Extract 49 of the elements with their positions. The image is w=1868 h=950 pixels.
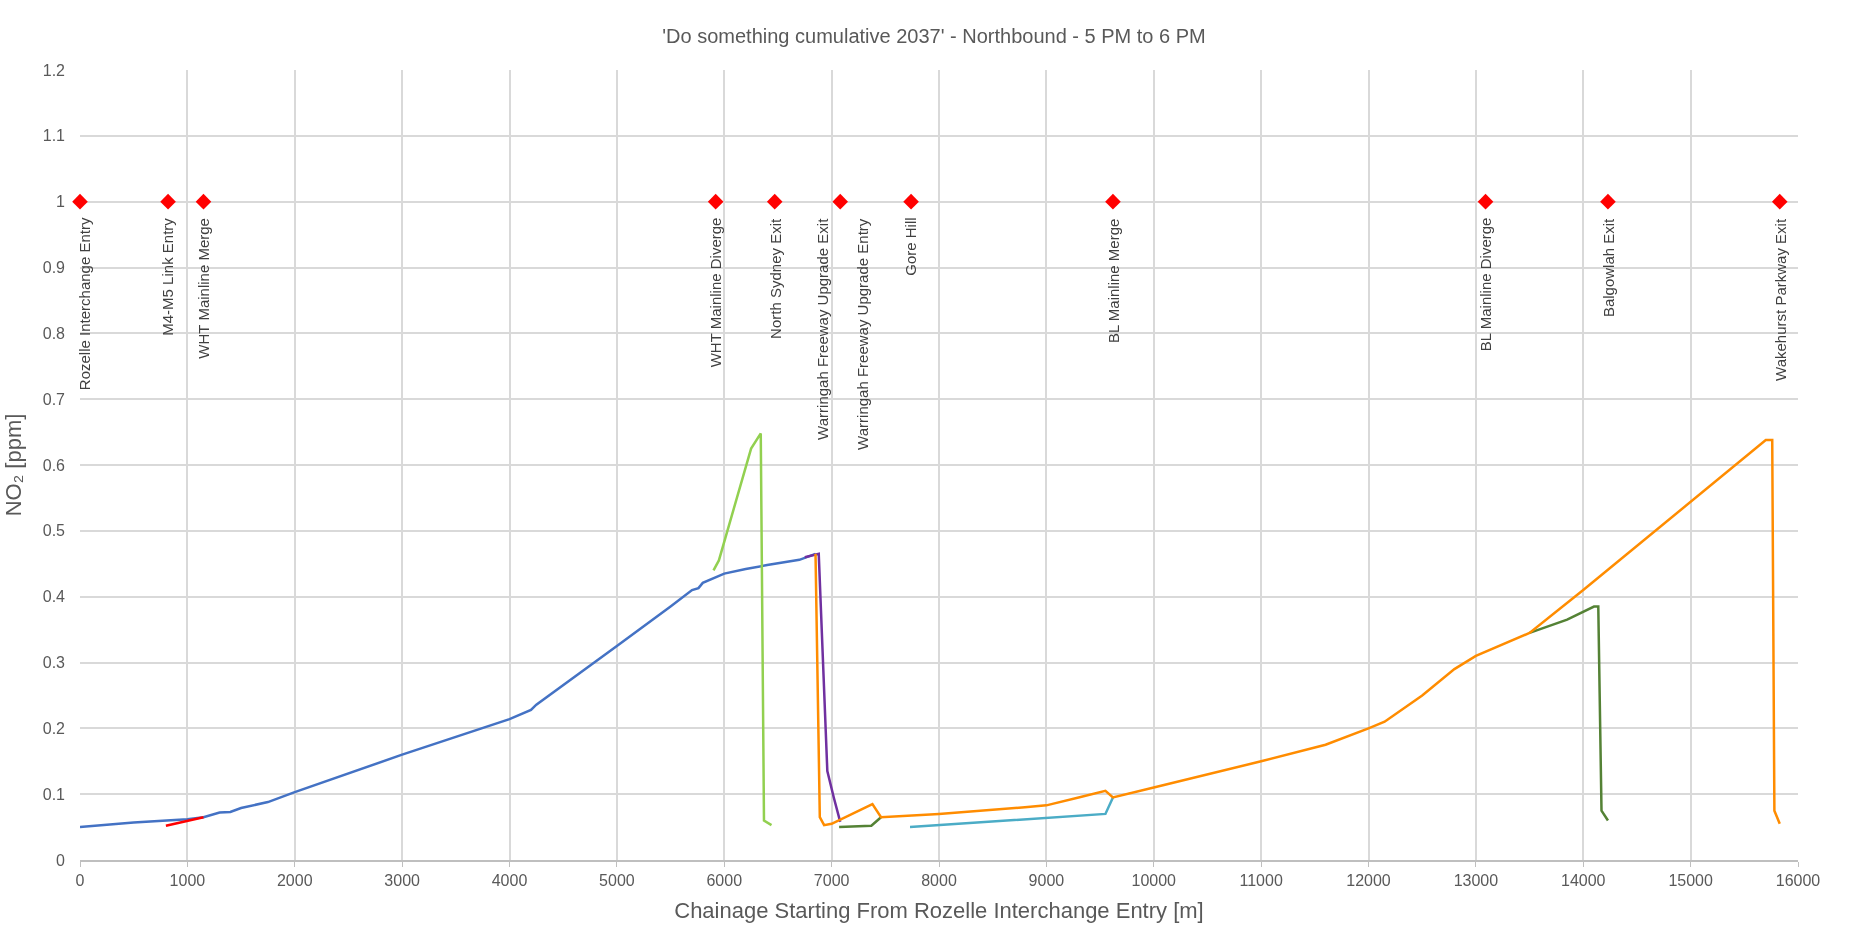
annotation: Rozelle Interchange Entry (75, 217, 93, 391)
x-tick-label: 7000 (813, 871, 850, 889)
x-tick-label: 0 (75, 871, 85, 889)
annotation: WHT Mainline Diverge (706, 217, 724, 368)
x-tick-label: 11000 (1239, 871, 1283, 889)
x-tick-label: 3000 (384, 871, 421, 889)
annotation: BL Mainline Merge (1104, 218, 1122, 344)
x-tick-label: 13000 (1453, 871, 1499, 889)
y-tick-label: 0.9 (42, 259, 66, 277)
x-tick-label: 1000 (169, 871, 206, 889)
annotation: BL Mainline Diverge (1476, 217, 1494, 352)
annotation: Wakehurst Parkway Exit (1771, 218, 1789, 381)
x-tick-label: 14000 (1561, 871, 1606, 889)
y-tick-label: 0.2 (42, 719, 66, 737)
y-tick-label: 1 (56, 193, 66, 211)
x-tick-label: 12000 (1346, 871, 1391, 889)
line-series (712, 432, 773, 827)
annotation: Warringah Freeway Upgrade Exit (813, 217, 831, 440)
x-tick-label: 16000 (1775, 871, 1821, 889)
y-tick-label: 0.6 (42, 456, 66, 474)
line-series (80, 552, 817, 829)
y-tick-label: 0.3 (42, 654, 66, 672)
y-tick-label: 0 (56, 851, 66, 869)
x-tick-label: 6000 (706, 871, 743, 889)
x-tick-label: 4000 (491, 871, 528, 889)
x-axis-title: Chainage Starting From Rozelle Interchange Entry [m] (674, 898, 1204, 924)
x-tick-label: 9000 (1028, 871, 1065, 889)
chart-title: 'Do something cumulative 2037' - Northbound - 5 PM to 6 PM (662, 24, 1206, 47)
annotation: Gore Hill (902, 217, 920, 276)
y-tick-label: 0.1 (42, 785, 66, 803)
y-tick-label: 1.1 (42, 127, 66, 145)
annotation: Balgowlah Exit (1599, 217, 1617, 318)
annotation: North Sydney Exit (766, 218, 784, 339)
annotation: Warringah Freeway Upgrade Entry (853, 218, 871, 450)
y-tick-label: 1.2 (42, 61, 66, 79)
x-tick-label: 15000 (1668, 871, 1713, 889)
line-series (803, 552, 842, 824)
line-series (1528, 605, 1610, 822)
x-tick-label: 5000 (599, 871, 635, 889)
y-tick-label: 0.5 (42, 522, 66, 540)
x-tick-label: 10000 (1131, 871, 1177, 889)
y-axis-title: NO₂ [ppm] (0, 413, 26, 517)
y-tick-label: 0.4 (42, 588, 66, 606)
x-tick-label: 2000 (276, 871, 313, 889)
x-tick-label: 8000 (921, 871, 957, 889)
annotation: WHT Mainline Merge (195, 218, 213, 359)
y-tick-label: 0.8 (42, 324, 66, 342)
annotation: M4-M5 Link Entry (159, 217, 177, 336)
y-tick-label: 0.7 (42, 390, 66, 408)
